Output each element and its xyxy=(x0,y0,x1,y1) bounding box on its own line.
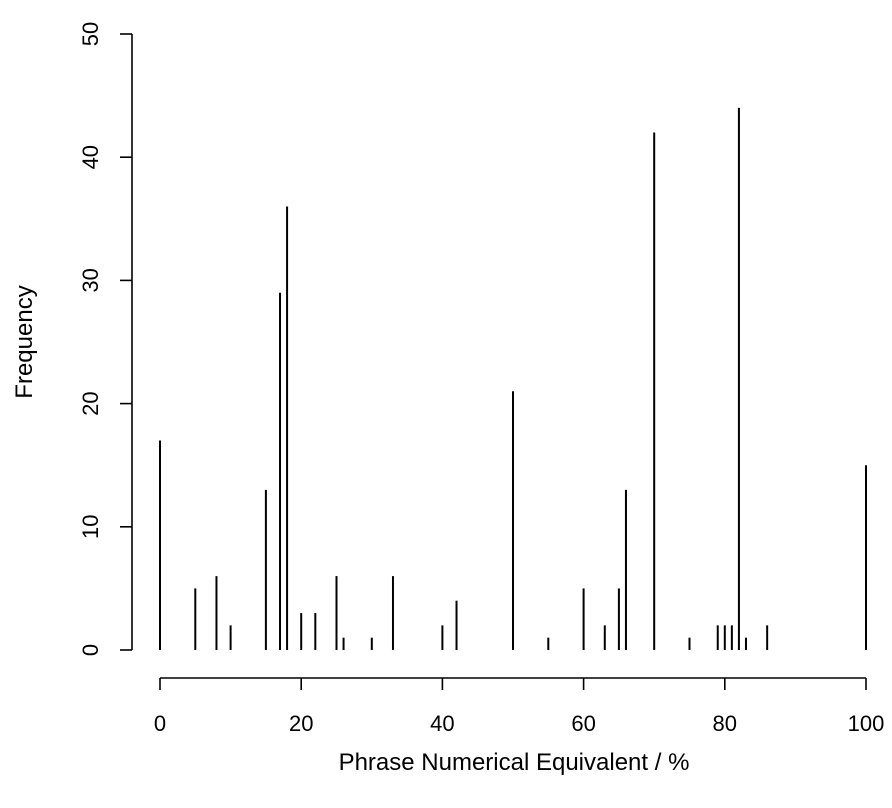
y-axis-title: Frequency xyxy=(11,285,38,398)
data-spikes xyxy=(159,107,867,650)
y-axis: 0 10 20 30 40 50 xyxy=(78,22,133,656)
x-tick-label: 60 xyxy=(571,711,595,736)
y-tick-label: 50 xyxy=(78,22,103,46)
y-tick-label: 0 xyxy=(78,644,103,656)
x-tick-label: 100 xyxy=(848,711,885,736)
x-tick-label: 40 xyxy=(430,711,454,736)
x-tick-label: 0 xyxy=(154,711,166,736)
y-tick-label: 40 xyxy=(78,145,103,169)
y-tick-label: 30 xyxy=(78,268,103,292)
y-tick-label: 10 xyxy=(78,515,103,539)
y-tick-label: 20 xyxy=(78,391,103,415)
x-axis-title: Phrase Numerical Equivalent / % xyxy=(339,749,690,776)
x-axis: 0 20 40 60 80 100 xyxy=(154,677,885,736)
x-tick-label: 80 xyxy=(713,711,737,736)
x-tick-label: 20 xyxy=(289,711,313,736)
